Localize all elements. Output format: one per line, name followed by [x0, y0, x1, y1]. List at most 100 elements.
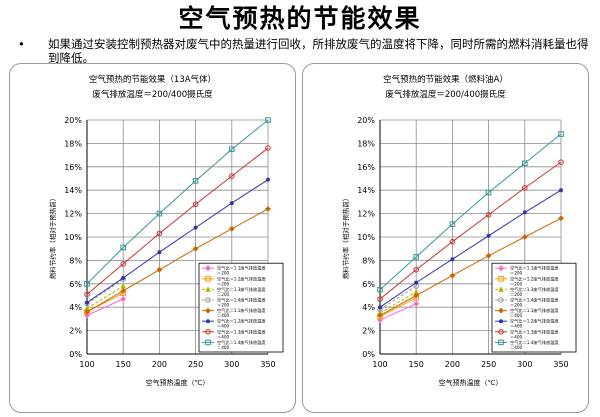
legend-marker — [498, 307, 504, 314]
series-line — [84, 206, 271, 315]
slide-title: 空气预热的节能效果 — [178, 4, 422, 33]
x-tick-label: 250 — [188, 360, 203, 369]
series-path — [86, 285, 124, 309]
data-point — [120, 244, 127, 251]
series-path — [379, 297, 417, 318]
legend-label-line2: ＝400 — [510, 334, 523, 339]
series-line — [377, 215, 564, 319]
legend-label-line2: ＝200 — [217, 271, 230, 276]
series-line — [84, 145, 271, 298]
data-point — [228, 225, 235, 232]
y-axis-label: 燃料节约率（相对于预热前） — [48, 195, 57, 280]
y-tick-label: 10% — [64, 233, 82, 242]
y-tick-label: 0% — [362, 350, 375, 359]
series-path — [86, 208, 269, 313]
data-point — [558, 215, 564, 222]
legend-marker — [206, 319, 210, 324]
legend-marker — [498, 297, 504, 303]
data-point — [120, 287, 127, 294]
legend-label: 空气比＝1.3废气排放温度 — [217, 328, 266, 335]
data-point — [265, 145, 271, 151]
legend-marker — [205, 329, 211, 335]
series-path — [379, 189, 562, 308]
x-axis-label: 空气预热温度（℃） — [439, 378, 503, 387]
y-axis-label: 燃料节约率（相对于预热前） — [341, 195, 350, 280]
data-point — [84, 291, 90, 298]
legend-label-line2: ＝400 — [510, 313, 523, 318]
series-line — [378, 188, 563, 310]
x-tick-label: 300 — [517, 360, 532, 369]
bullet-point: • 如果通过安装控制预热器对废气中的热量进行回收，所排放废气的温度将下降，同时所… — [18, 37, 593, 65]
data-point — [449, 221, 456, 227]
legend-label: 空气比＝1.2废气排放温度 — [510, 318, 559, 325]
series-line — [85, 177, 270, 305]
data-point — [229, 173, 235, 179]
y-tick-label: 12% — [357, 210, 375, 219]
series-path — [86, 278, 124, 305]
data-point — [265, 206, 271, 212]
legend-label: 空气比＝1.3废气排放温度 — [510, 328, 559, 335]
data-point — [413, 288, 419, 295]
data-point — [485, 189, 492, 196]
legend-marker — [498, 339, 504, 346]
data-point — [84, 308, 90, 315]
legend-marker — [499, 319, 503, 324]
data-point — [522, 185, 528, 191]
data-point — [265, 117, 271, 123]
data-point — [157, 250, 162, 255]
y-tick-label: 4% — [362, 303, 375, 312]
legend-label-line2: ＝400 — [510, 324, 523, 329]
legend-marker — [498, 286, 504, 292]
chart-subtitle: 废气排放温度＝200/400摄氏度 — [92, 90, 213, 100]
chart-panel-fuel-oil-a: 空气预热的节能效果（燃料油A） 废气排放温度＝200/400摄氏度 0% 2% 4%… — [302, 63, 589, 413]
chart-subtitle: 废气排放温度＝200/400摄氏度 — [385, 90, 506, 100]
legend-marker — [498, 276, 504, 282]
data-point — [486, 233, 491, 238]
legend-label-line2: ＝200 — [217, 292, 230, 297]
x-tick-label: 200 — [445, 360, 460, 369]
y-tick-label: 2% — [69, 327, 82, 336]
legend-label: 空气比＝1.1废气排放温度 — [217, 307, 266, 314]
legend-label: 空气比＝1.1废气排放温度 — [510, 265, 559, 272]
series-line — [377, 131, 564, 293]
legend-label: 空气比＝1.2废气排放温度 — [217, 275, 266, 282]
x-tick-label: 350 — [260, 360, 275, 369]
legend-label: 空气比＝1.4废气排放温度 — [217, 339, 266, 346]
data-point — [377, 296, 383, 302]
y-tick-label: 8% — [362, 256, 375, 265]
y-tick-label: 18% — [357, 139, 375, 148]
data-point — [120, 261, 126, 267]
data-point — [156, 266, 163, 273]
data-point — [413, 292, 420, 299]
series-path — [86, 179, 269, 303]
data-point — [414, 280, 419, 285]
legend-label: 空气比＝1.2废气排放温度 — [510, 275, 559, 282]
legend-marker — [205, 297, 211, 303]
legend-box — [198, 262, 284, 353]
x-tick-label: 350 — [553, 360, 568, 369]
legend-label-line2: ＝400 — [217, 313, 230, 318]
legend-marker — [205, 265, 211, 272]
data-point — [229, 201, 234, 206]
data-point — [120, 296, 127, 302]
data-point — [84, 305, 90, 311]
data-point — [120, 283, 126, 289]
x-tick-label: 100 — [79, 360, 94, 369]
x-tick-label: 100 — [372, 360, 387, 369]
legend: 空气比＝1.1废气排放温度＝200空气比＝1.2废气排放温度＝200空气比＝1.… — [491, 262, 577, 353]
data-point — [84, 312, 90, 319]
legend-label-line2: ＝200 — [510, 303, 523, 308]
legend-marker — [498, 329, 504, 335]
series-line — [84, 290, 127, 315]
series-path — [86, 147, 269, 295]
data-point — [485, 211, 492, 218]
y-tick-label: 18% — [64, 139, 82, 148]
series-line — [84, 296, 127, 319]
legend-label: 空气比＝1.3废气排放温度 — [217, 286, 266, 293]
data-point — [413, 300, 420, 307]
legend-label-line2: ＝200 — [510, 292, 523, 297]
legend-label: 空气比＝1.2废气排放温度 — [217, 318, 266, 325]
legend-label: 空气比＝1.4废气排放温度 — [217, 297, 266, 304]
legend-label-line2: ＝400 — [510, 345, 523, 350]
legend-label-line2: ＝200 — [510, 281, 523, 286]
